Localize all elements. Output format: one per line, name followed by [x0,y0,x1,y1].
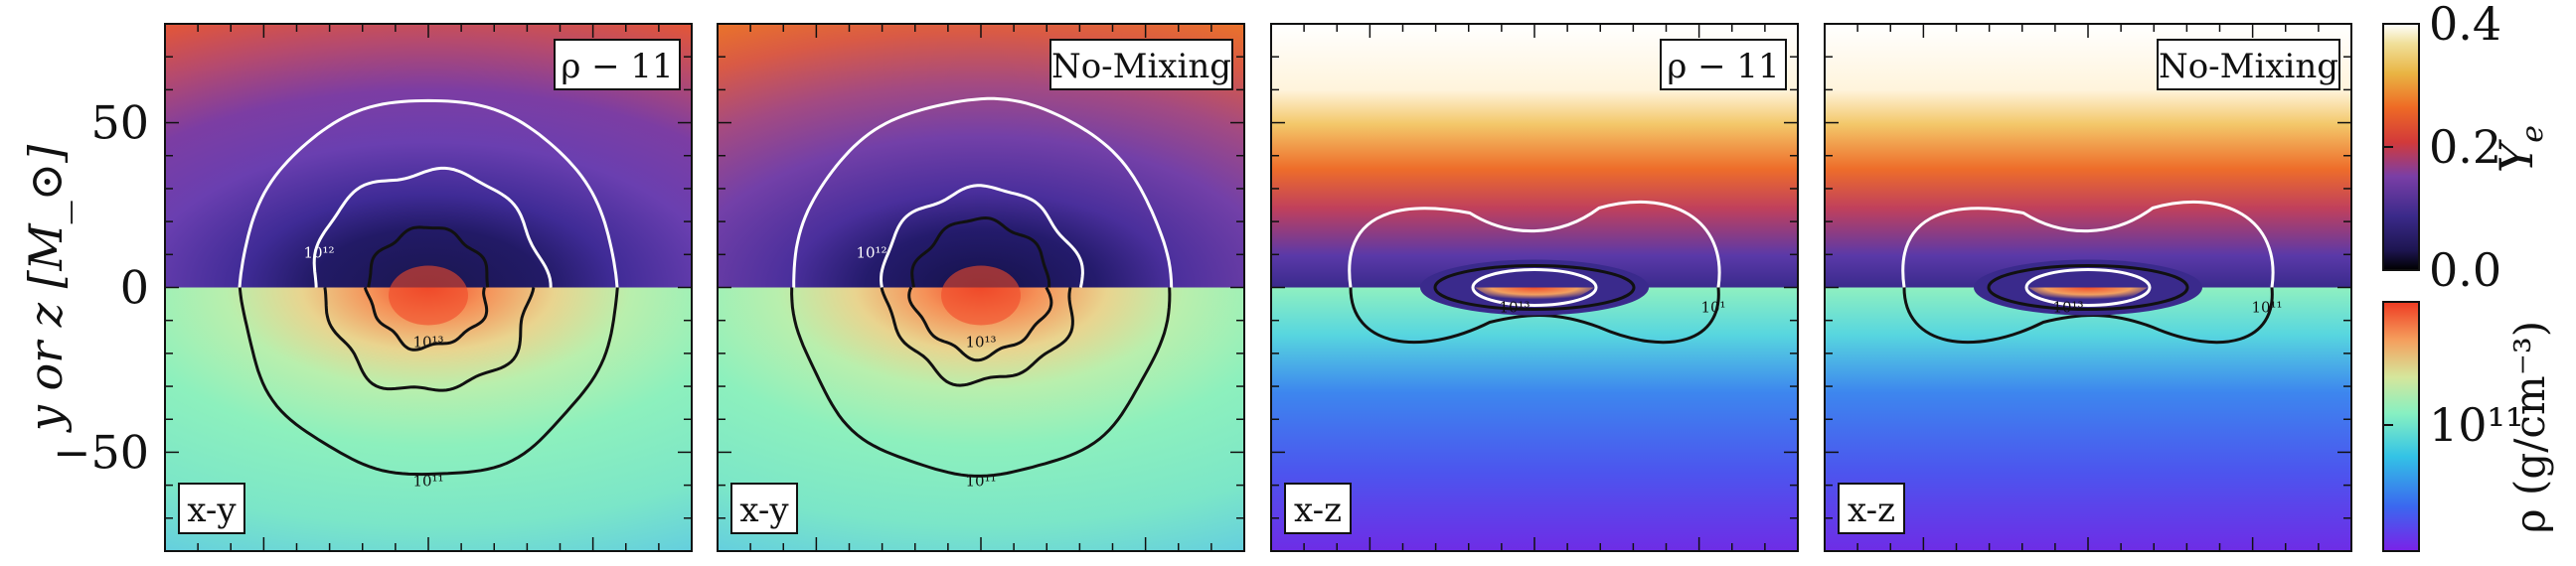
label-box [1284,483,1352,534]
y-tick-label: 50 [90,96,149,150]
rho-contour-1e13 [363,287,489,352]
contour-label: 10¹³ [412,334,443,352]
y-tick-label: 0 [120,261,149,315]
ye-contour-core [1471,268,1598,307]
ye-contour-1e12 [312,166,553,288]
panel-top-label: No-Mixing [1049,39,1233,90]
label-box [554,39,681,90]
label-box [1049,39,1233,90]
core [389,265,468,326]
rho-field [1825,287,2351,551]
rho-contour-1e11 [1902,287,2274,345]
core [941,265,1021,326]
panel-bottom-label: x-y [730,483,798,534]
panel-bottom-label: x-z [1284,483,1352,534]
panel-top-label: ρ − 11 [554,39,681,90]
rho-contour-1e13 [907,286,1053,362]
contour-label: 10¹² [303,244,334,262]
contour-label: 10¹ [1700,299,1725,317]
panel-2: No-Mixing x-y 10¹² 10¹³ 10¹¹ [717,23,1245,552]
ye-contour-core [2024,268,2152,307]
panel-top-label-text: No-Mixing [1051,47,1231,86]
rho-contour-1e13-top [910,215,1051,288]
panel-top-label: ρ − 11 [1660,39,1787,90]
rho-contour-1e11 [790,287,1172,478]
rho-contour-1e13 [1987,264,2189,311]
panel-bottom-label: x-z [1838,483,1905,534]
rho-contour-1e13-top [367,225,490,288]
y-tick-label: −50 [53,425,149,479]
contour-label: 10¹² [856,244,886,262]
rho-contour-1e12 [323,287,536,392]
label-box [1660,39,1787,90]
rho-field [1271,287,1798,551]
ye-contour-outer [238,98,619,288]
panel-4: No-Mixing x-z 10¹³ 10¹¹ [1824,23,2352,552]
panel-1: ρ − 11 x-y 10¹² 10¹³ 10¹¹ [164,23,693,552]
colorbar-rho-tick-label: 10¹¹ [2429,398,2523,452]
label-box [1838,483,1905,534]
ye-contour-lobe [1901,200,2275,288]
panel-bottom-label: x-y [178,483,245,534]
panel-top-label: No-Mixing [2157,39,2340,90]
contour-label: 10¹³ [965,334,996,352]
label-box [2157,39,2340,90]
colorbar-rho [2382,301,2420,552]
panel-top-label-text: No-Mixing [2159,47,2338,86]
rho-contour-1e11 [238,287,619,477]
contour-label: 10¹¹ [412,473,443,491]
ye-contour-1e12 [879,184,1084,288]
rho-contour-1e13 [1433,264,1636,311]
panel-bottom-label-text: x-z [1294,491,1342,530]
colorbar-rho-label: ρ (g/cm⁻³) [2505,321,2554,533]
rho-contour-1e11 [1349,287,1720,345]
colorbar-ye [2382,23,2420,271]
panel-bottom-label-text: x-z [1848,491,1895,530]
contour-label: 10¹³ [1499,299,1530,317]
rho-contour-1e12 [880,287,1074,387]
rho-field [718,287,1244,551]
contour-label: 10¹³ [2052,299,2083,317]
panel-top-label-text: ρ − 11 [561,47,673,86]
rho-field [165,287,692,551]
ye-contour-lobe [1348,200,1721,288]
contour-label: 10¹¹ [965,473,996,491]
contour-label: 10¹¹ [2251,299,2282,317]
label-box [178,483,245,534]
colorbar-ye-label-sub: e [2515,125,2550,143]
colorbar-ye-tick-label: 0.4 [2429,0,2501,51]
y-axis-label: y or z [M_⊙] [19,145,73,433]
panel-bottom-label-text: x-y [739,491,789,530]
panel-top-label-text: ρ − 11 [1667,47,1779,86]
label-box [730,483,798,534]
panel-bottom-label-text: x-y [187,491,237,530]
ye-contour-outer [792,96,1174,288]
colorbar-ye-tick-label: 0.2 [2429,120,2501,174]
colorbar-ye-tick-label: 0.0 [2429,243,2501,297]
panel-3: ρ − 11 x-z 10¹³ 10¹ [1270,23,1799,552]
